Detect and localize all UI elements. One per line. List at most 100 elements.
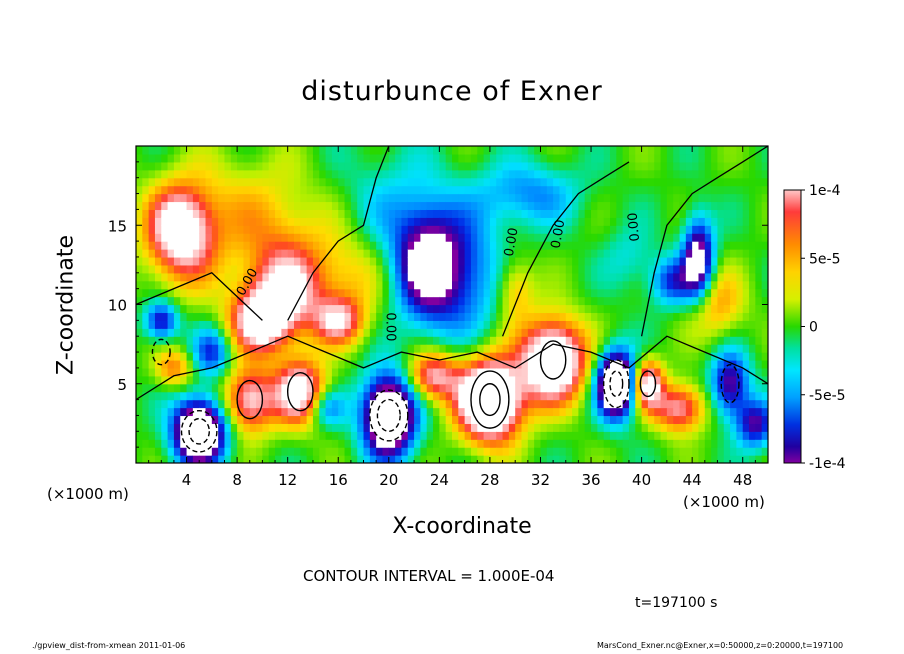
field-cell (761, 431, 768, 440)
field-cell (275, 344, 282, 353)
field-cell (211, 296, 219, 306)
field-cell (736, 272, 744, 282)
field-cell (578, 455, 586, 463)
field-cell (186, 209, 194, 218)
field-cell (262, 367, 270, 377)
field-cell (477, 193, 485, 203)
field-cell (610, 241, 617, 250)
field-cell (692, 209, 700, 218)
field-cell (635, 336, 643, 345)
field-cell (515, 201, 523, 211)
field-cell (237, 280, 245, 290)
field-cell (584, 233, 592, 242)
field-cell (483, 431, 491, 440)
field-cell (407, 153, 415, 163)
field-cell (401, 320, 409, 329)
field-cell (319, 161, 327, 171)
field-cell (584, 344, 592, 353)
field-cell (205, 169, 213, 179)
field-cell (685, 375, 693, 385)
field-cell (306, 407, 314, 417)
field-cell (515, 169, 523, 179)
field-cell (300, 217, 308, 226)
field-cell (452, 233, 459, 242)
field-cell (730, 296, 737, 306)
field-cell (281, 288, 289, 298)
field-cell (736, 304, 744, 314)
field-cell (692, 146, 700, 155)
field-cell (300, 383, 308, 393)
field-cell (584, 288, 592, 298)
field-cell (685, 304, 693, 314)
field-cell (369, 399, 377, 409)
field-cell (243, 423, 251, 432)
field-cell (433, 264, 440, 274)
field-cell (395, 439, 403, 448)
field-cell (186, 249, 194, 258)
field-cell (711, 367, 719, 377)
field-cell (496, 256, 504, 266)
field-cell (622, 272, 630, 282)
field-cell (439, 241, 447, 250)
x-tick-label: 16 (329, 471, 348, 489)
field-cell (742, 288, 750, 298)
field-cell (540, 185, 548, 195)
field-cell (534, 439, 542, 448)
field-cell (388, 146, 396, 155)
field-cell (553, 241, 561, 250)
field-cell (230, 367, 238, 377)
field-cell (186, 153, 194, 163)
field-cell (477, 344, 485, 353)
contour-negative (720, 364, 740, 404)
field-cell (742, 233, 750, 242)
field-cell (578, 320, 586, 329)
field-cell (325, 344, 333, 353)
field-cell (597, 233, 605, 242)
field-cell (515, 320, 523, 329)
field-cell (711, 288, 719, 298)
field-cell (647, 336, 655, 345)
field-cell (717, 241, 725, 250)
field-cell (597, 415, 605, 424)
field-cell (350, 249, 358, 258)
field-cell (521, 328, 529, 337)
field-cell (445, 399, 453, 409)
field-cell (572, 312, 579, 321)
field-cell (603, 407, 611, 417)
field-cell (325, 336, 333, 345)
field-cell (654, 153, 662, 163)
field-cell (628, 391, 636, 401)
field-cell (154, 367, 162, 377)
field-cell (717, 455, 725, 463)
field-cell (439, 439, 447, 448)
field-cell (300, 249, 308, 258)
field-cell (407, 455, 415, 463)
field-cell (755, 439, 763, 448)
contour-positive (539, 340, 567, 380)
field-cell (470, 399, 478, 409)
field-cell (243, 344, 251, 353)
field-cell (704, 256, 712, 266)
field-cell (192, 407, 200, 417)
field-cell (723, 280, 731, 290)
field-cell (433, 415, 440, 424)
field-cell (350, 399, 358, 409)
field-cell (382, 383, 390, 393)
field-cell (597, 280, 605, 290)
field-cell (546, 272, 554, 282)
field-cell (546, 233, 554, 242)
field-cell (673, 359, 681, 369)
field-cell (477, 336, 485, 345)
field-cell (180, 407, 188, 417)
field-cell (711, 201, 719, 211)
field-cell (622, 217, 630, 226)
field-cell (591, 161, 598, 171)
field-cell (224, 304, 232, 314)
field-cell (502, 177, 510, 187)
field-cell (154, 455, 162, 463)
field-cell (540, 336, 548, 345)
field-cell (211, 352, 219, 361)
field-cell (161, 233, 169, 242)
field-cell (243, 375, 251, 385)
field-cell (647, 320, 655, 329)
